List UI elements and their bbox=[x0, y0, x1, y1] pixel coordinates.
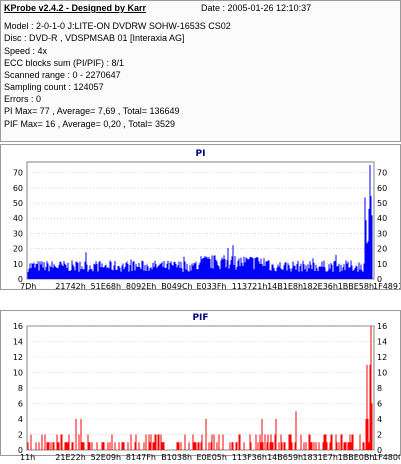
x-tick-label: 52E09h bbox=[91, 453, 121, 462]
y-tick-label-right: 12 bbox=[377, 353, 387, 362]
info-disc: Disc : DVD-R , VDSPMSAB 01 [Interaxia AG… bbox=[4, 33, 185, 43]
y-tick-label: 30 bbox=[13, 229, 23, 238]
y-tick-label-right: 8 bbox=[377, 384, 382, 393]
x-tick-label: 1831E7h bbox=[302, 453, 338, 462]
x-tick-label: 113F36h bbox=[232, 453, 267, 462]
series-bars bbox=[27, 165, 373, 279]
info-pif-stats: PIF Max= 16 , Average= 0,20 , Total= 352… bbox=[4, 119, 176, 129]
y-tick-label: 14 bbox=[13, 338, 23, 347]
y-tick-label-right: 70 bbox=[377, 169, 387, 178]
app-title: KProbe v2.4.2 - Designed by Karr bbox=[4, 3, 147, 13]
y-tick-label-right: 0 bbox=[377, 446, 382, 455]
y-tick-label: 10 bbox=[13, 369, 23, 378]
y-tick-label-right: 0 bbox=[377, 275, 382, 284]
info-model: Model : 2-0-1-0 J:LITE-ON DVDRW SOHW-165… bbox=[4, 21, 231, 31]
y-tick-label: 70 bbox=[13, 169, 23, 178]
x-tick-label: 21742h bbox=[55, 282, 86, 289]
info-sampling: Sampling count : 124057 bbox=[4, 82, 104, 92]
y-tick-label-right: 4 bbox=[377, 415, 382, 424]
y-tick-label-right: 20 bbox=[377, 245, 387, 254]
x-tick-label: 8092Eh bbox=[126, 282, 156, 289]
y-tick-label-right: 2 bbox=[377, 431, 382, 440]
y-tick-label: 16 bbox=[13, 322, 23, 331]
info-panel: KProbe v2.4.2 - Designed by Karr Date : … bbox=[0, 0, 401, 142]
y-tick-label: 8 bbox=[18, 384, 23, 393]
x-tick-label: E0E05h bbox=[197, 453, 227, 462]
x-tick-label: 21E22h bbox=[55, 453, 85, 462]
y-tick-label-right: 30 bbox=[377, 229, 387, 238]
y-tick-label-right: 60 bbox=[377, 184, 387, 193]
y-tick-label-right: 10 bbox=[377, 260, 387, 269]
info-errors: Errors : 0 bbox=[4, 94, 42, 104]
info-range: Scanned range : 0 - 2270647 bbox=[4, 70, 121, 80]
y-tick-label: 20 bbox=[13, 245, 23, 254]
y-tick-label: 2 bbox=[18, 431, 23, 440]
x-tick-label: E033Fh bbox=[197, 282, 227, 289]
y-tick-label: 10 bbox=[13, 260, 23, 269]
y-tick-label: 40 bbox=[13, 214, 23, 223]
x-tick-label: 11h bbox=[20, 453, 35, 462]
y-tick-label: 0 bbox=[18, 446, 23, 455]
x-tick-label: 1F4891h bbox=[373, 282, 400, 289]
y-tick-label-right: 10 bbox=[377, 369, 387, 378]
y-tick-label: 50 bbox=[13, 199, 23, 208]
pi-chart-panel: PI 0 0 10 10 20 20 30 30 40 40 50 50 60 60 70 70 7Dh 21742… bbox=[0, 144, 401, 290]
x-tick-label: 14B1E8h bbox=[267, 282, 303, 289]
y-tick-label: 0 bbox=[18, 275, 23, 284]
x-tick-label: 113721h bbox=[232, 282, 268, 289]
x-tick-label: 1BBE58h bbox=[338, 282, 374, 289]
x-tick-label: 1BBE0Bh bbox=[338, 453, 375, 462]
y-tick-label-right: 40 bbox=[377, 214, 387, 223]
x-tick-label: 1F480Ch bbox=[373, 453, 400, 462]
info-pi-stats: PI Max= 77 , Average= 7,69 , Total= 1366… bbox=[4, 106, 180, 116]
pif-chart-panel: PIF 0 0 2 2 4 4 6 6 8 8 10 10 12 12 14 14 16 16 11h 21E22h 52… bbox=[0, 310, 401, 462]
pi-chart: PI 0 0 10 10 20 20 30 30 40 40 50 50 60 60 70 70 7Dh 21742… bbox=[13, 149, 400, 289]
y-tick-label: 12 bbox=[13, 353, 23, 362]
x-tick-label: 14B659h bbox=[267, 453, 303, 462]
y-tick-label-right: 14 bbox=[377, 338, 387, 347]
y-tick-label-right: 6 bbox=[377, 400, 382, 409]
y-tick-label: 6 bbox=[18, 400, 23, 409]
y-tick-label: 4 bbox=[18, 415, 23, 424]
x-tick-label: 182E36h bbox=[302, 282, 338, 289]
info-speed: Speed : 4x bbox=[4, 46, 48, 56]
series-bars bbox=[27, 326, 373, 450]
chart-title: PIF bbox=[192, 313, 208, 323]
x-tick-label: B049Ch bbox=[161, 282, 192, 289]
x-tick-label: B1038h bbox=[161, 453, 192, 462]
y-tick-label-right: 16 bbox=[377, 322, 387, 331]
chart-title: PI bbox=[196, 149, 206, 159]
x-tick-label: 51E68h bbox=[91, 282, 121, 289]
x-tick-label: 7Dh bbox=[20, 282, 36, 289]
x-tick-label: 8147Fh bbox=[126, 453, 156, 462]
pif-chart: PIF 0 0 2 2 4 4 6 6 8 8 10 10 12 12 14 14 16 16 11h 21E22h 52… bbox=[13, 313, 400, 462]
y-tick-label: 60 bbox=[13, 184, 23, 193]
scan-date: Date : 2005-01-26 12:10:37 bbox=[201, 3, 312, 13]
info-ecc: ECC blocks sum (PI/PIF) : 8/1 bbox=[4, 58, 125, 68]
y-tick-label-right: 50 bbox=[377, 199, 387, 208]
